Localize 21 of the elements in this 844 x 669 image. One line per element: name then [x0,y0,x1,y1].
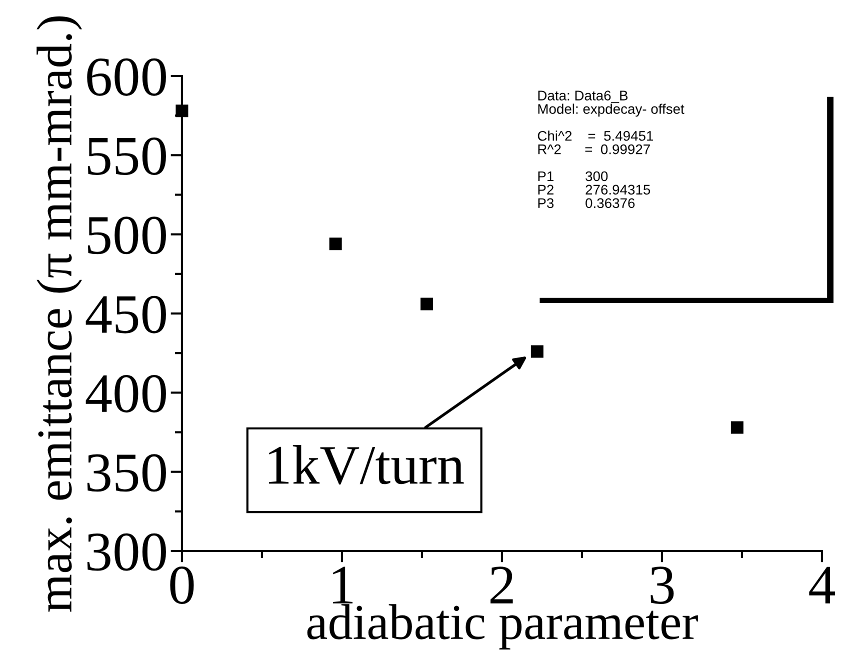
annotation: 1kV/turn [268,445,464,484]
point [530,345,544,358]
x-tick-label: 2 [490,566,513,604]
point [329,238,342,250]
y-tick-label: 350 [87,454,166,492]
x-tick-label: 3 [650,566,674,604]
y-tick-label: 500 [88,216,166,254]
x-tick-label: 1 [332,566,353,604]
y-axis-title: max. emittance (π mm-mrad.) [36,16,82,612]
point [420,298,434,310]
x-tick-label: 4 [809,566,835,604]
x-tick-label: 0 [170,566,194,604]
y-tick-label: 550 [88,137,166,175]
point [176,104,188,118]
text: Data: Data6_B Model: expdecay- offset Chi^2 = 5.49451 R^2 = 0.99927 P1 300 P2 276.94315 P3 0.36376 [538,90,684,208]
y-tick-label: 400 [86,374,166,412]
y-tick-label: 600 [87,58,166,96]
y-tick-label: 300 [87,533,166,571]
x-axis-title: adiabatic parameter [307,604,698,650]
y-tick-label: 450 [86,296,166,334]
point [730,421,744,434]
